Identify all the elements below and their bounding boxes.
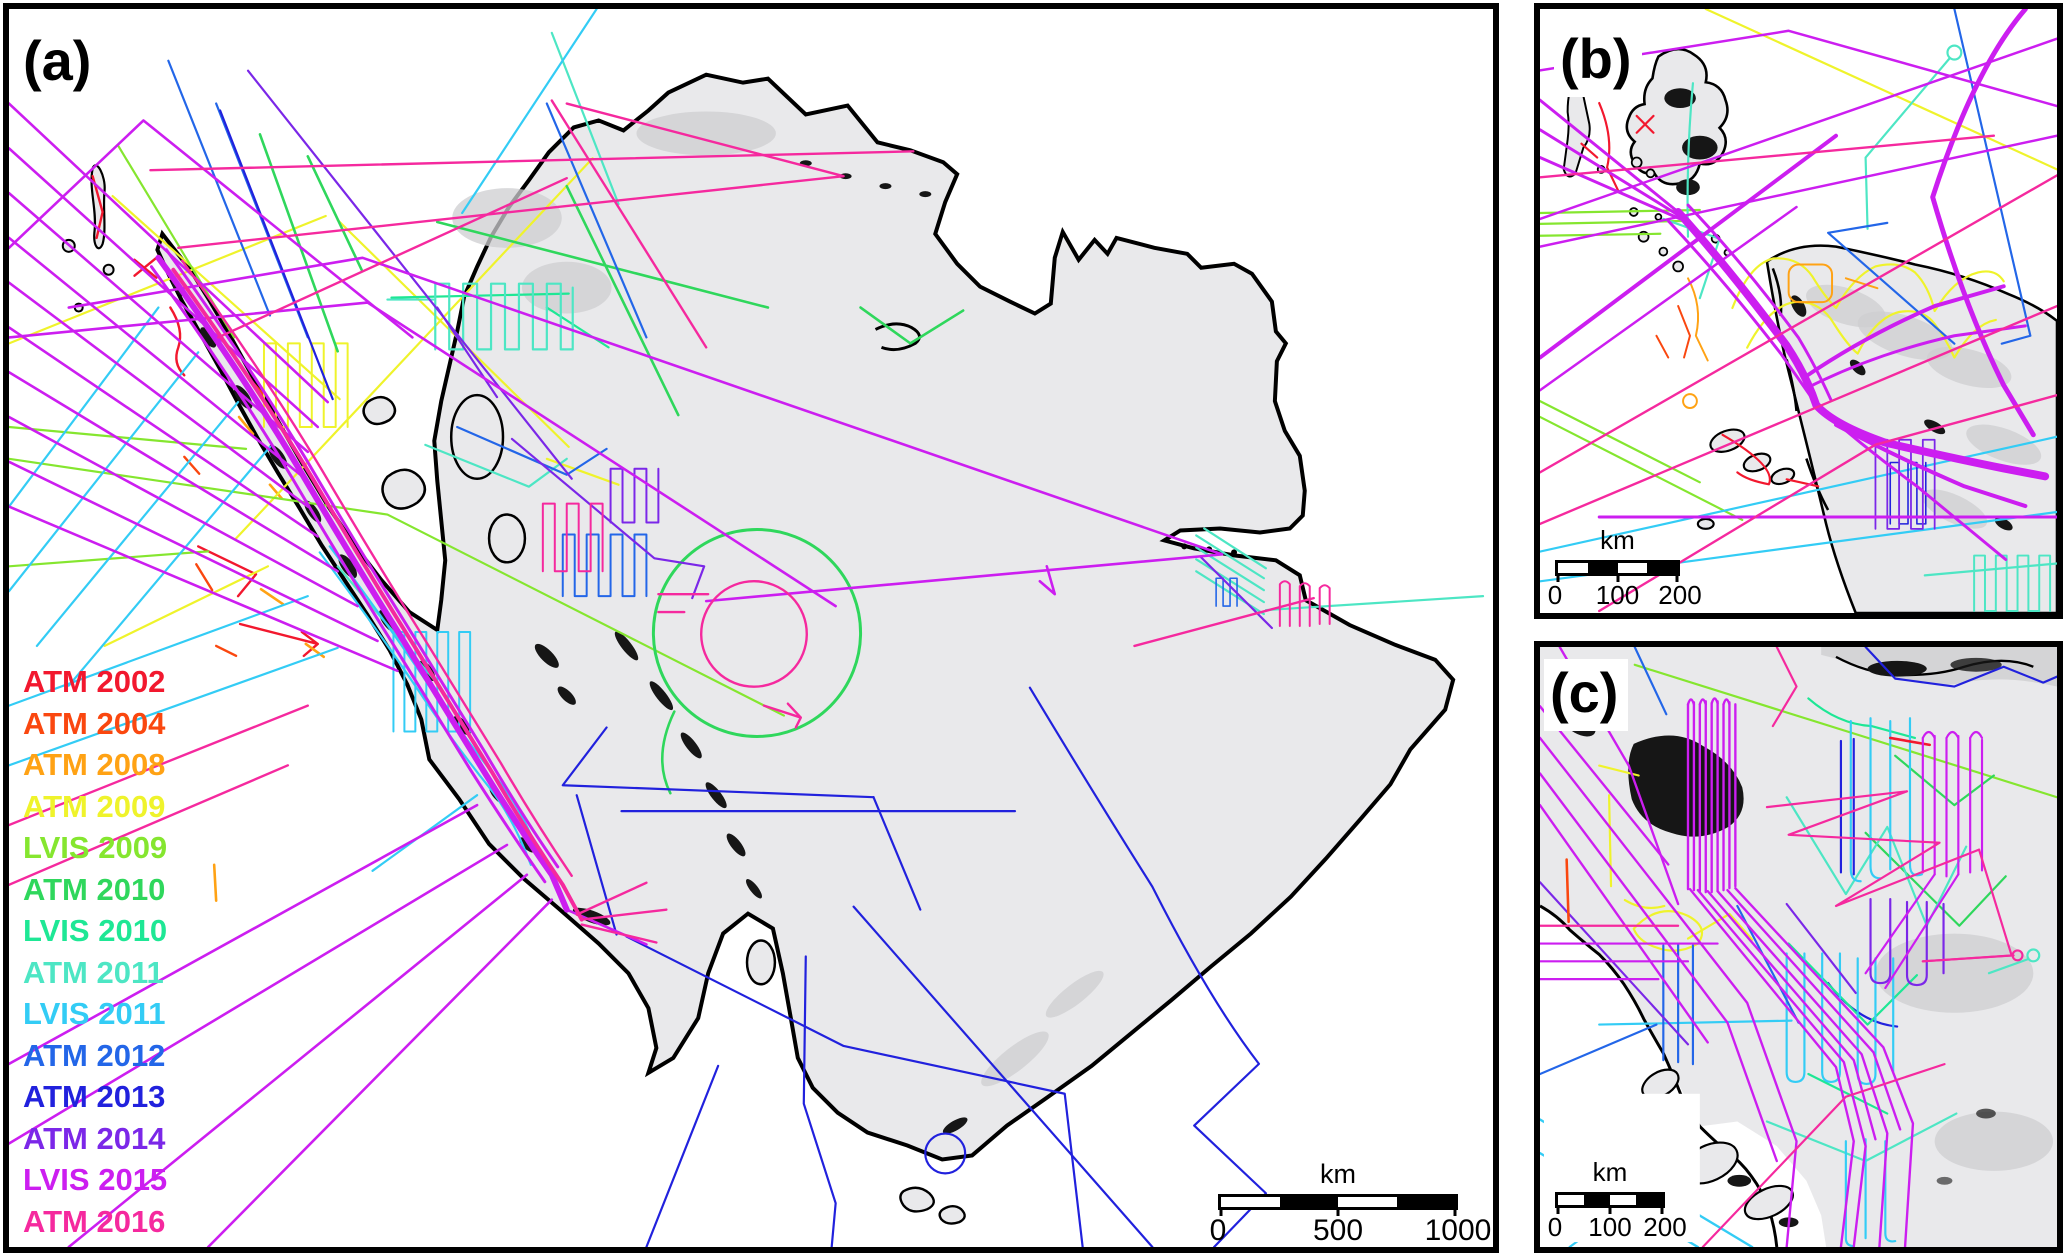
b-atm2013 <box>1889 461 1927 525</box>
panel-b-antarctic-peninsula: (b) km 0 100 200 <box>1534 3 2063 619</box>
flight-lines-atm2014 <box>246 69 1273 630</box>
legend-item-atm2004: ATM 2004 <box>23 705 166 741</box>
scalebar-a-bar <box>1218 1194 1458 1216</box>
scalebar-backdrop <box>1543 1093 1700 1243</box>
c-lvis2009 <box>1633 663 2057 799</box>
antarctica-overview-map <box>9 9 1485 1247</box>
scalebar-b-label-0: 0 <box>1547 580 1563 610</box>
panel-a-antarctica-overview: (a) ATM 2002 ATM 2004 ATM 2008 ATM 2009 LVIS… <box>3 3 1499 1253</box>
c-flight-lines <box>1540 647 2057 1247</box>
flight-lines-lvis2015 <box>9 102 1224 1247</box>
scalebar-c-label-200: 200 <box>1643 1212 1687 1242</box>
flight-lines-atm2010 <box>258 133 965 795</box>
scalebar-a: km 0 500 1000 <box>1210 1159 1492 1247</box>
b-atm2004 <box>1655 305 1691 359</box>
c-atm2016 <box>1540 647 2024 1247</box>
campaign-legend: ATM 2002 ATM 2004 ATM 2008 ATM 2009 LVIS 200… <box>23 661 167 1242</box>
legend-item-atm2008: ATM 2008 <box>23 747 166 782</box>
b-atm2008 <box>1682 263 1879 410</box>
legend-item-lvis2015: LVIS 2015 <box>23 1162 168 1197</box>
legend-item-atm2013: ATM 2013 <box>23 1079 166 1114</box>
legend-item-atm2012: ATM 2012 <box>23 1037 166 1073</box>
antarctic-peninsula-map <box>1540 9 2057 613</box>
legend-item-atm2009: ATM 2009 <box>23 788 166 824</box>
legend-item-lvis2010: LVIS 2010 <box>23 913 168 948</box>
flight-lines-atm2002 <box>91 174 319 658</box>
scalebar-a-unit: km <box>1320 1159 1356 1189</box>
scalebar-c-unit: km <box>1592 1157 1628 1187</box>
scalebar-b-bar <box>1555 560 1680 582</box>
scalebar-b-label-200: 200 <box>1658 580 1702 610</box>
b-atm2002 <box>1580 101 1820 488</box>
flight-lines-atm2013 <box>219 109 1268 1247</box>
flight-lines-atm2016 <box>9 99 1331 944</box>
c-atm2004 <box>1565 858 1570 924</box>
flight-lines-lvis2010 <box>390 292 610 349</box>
panel-label-a: (a) <box>17 27 102 99</box>
scalebar-b-unit: km <box>1600 525 1635 555</box>
c-atm2010 <box>1864 754 2007 927</box>
c-lvis2015 <box>1540 647 1984 1247</box>
panel-c-amundsen-sector: (c) km 0 100 200 <box>1534 641 2063 1253</box>
scalebar-b: km 0 100 200 <box>1548 525 1702 610</box>
c-atm2013 <box>1827 647 2057 1028</box>
scalebar-a-label-1000: 1000 <box>1424 1214 1492 1247</box>
b-atm2016 <box>1540 134 2057 613</box>
b-atm2012 <box>1827 9 2032 345</box>
legend-item-atm2011: ATM 2011 <box>23 954 164 990</box>
scalebar-b-label-100: 100 <box>1595 580 1640 610</box>
legend-item-atm2002: ATM 2002 <box>23 664 166 699</box>
c-atm2014 <box>1540 881 1945 1046</box>
scalebar-c: km 0 100 200 <box>1548 1157 1687 1242</box>
scalebar-c-label-100: 100 <box>1588 1212 1632 1242</box>
scalebar-a-label-0: 0 <box>1209 1214 1227 1247</box>
scalebar-c-label-0: 0 <box>1547 1212 1563 1242</box>
legend-item-lvis2009: LVIS 2009 <box>23 830 168 865</box>
scalebar-c-bar <box>1555 1192 1665 1214</box>
panel-label-c: (c) <box>1544 659 1629 731</box>
legend-item-atm2016: ATM 2016 <box>23 1203 166 1239</box>
legend-item-lvis2011: LVIS 2011 <box>23 996 166 1031</box>
continent-antarctica <box>61 72 1456 1225</box>
scalebar-a-label-500: 500 <box>1312 1214 1364 1247</box>
legend-item-atm2014: ATM 2014 <box>23 1120 166 1156</box>
amundsen-sector-map <box>1540 647 2057 1247</box>
legend-item-atm2010: ATM 2010 <box>23 871 166 907</box>
panel-label-b: (b) <box>1554 25 1642 97</box>
